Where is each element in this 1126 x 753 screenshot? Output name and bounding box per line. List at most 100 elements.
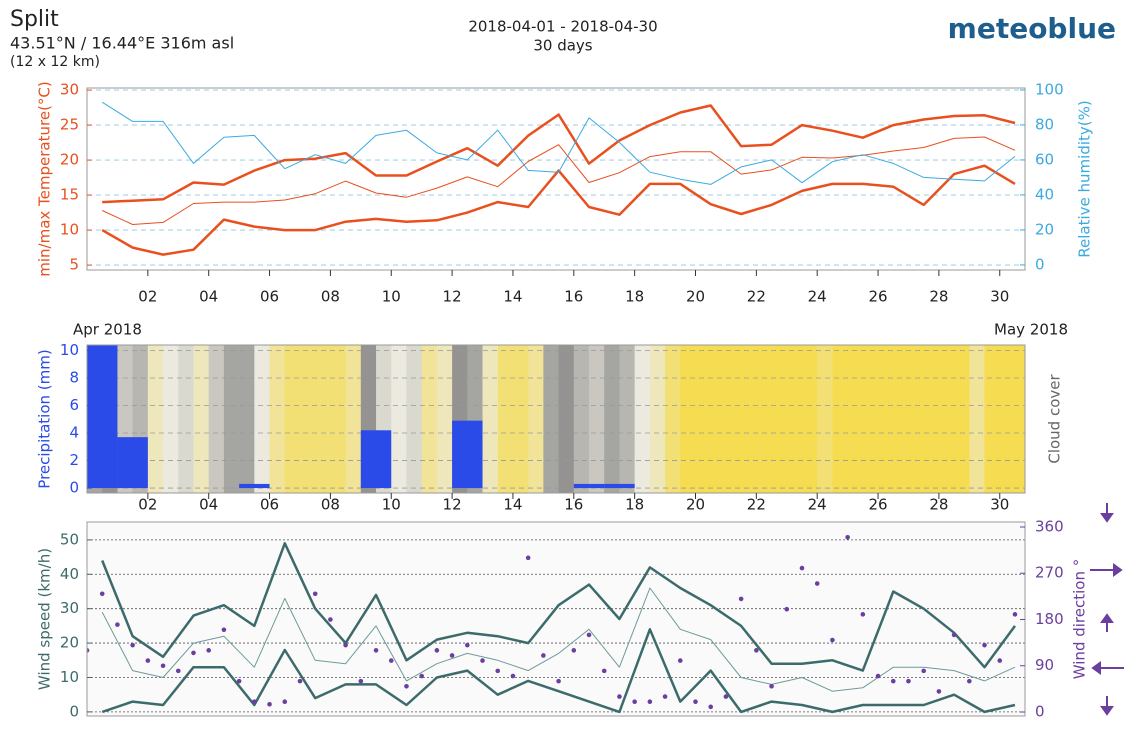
wind-direction-dot xyxy=(890,678,896,684)
wind-direction-dot xyxy=(936,689,942,694)
x-tick-label: 24 xyxy=(808,288,827,306)
y2-tick-label: 360 xyxy=(1035,517,1064,535)
cloud-cover xyxy=(817,345,833,493)
wind-direction-dot xyxy=(845,534,850,540)
wind-direction-dot xyxy=(525,555,531,561)
cloud-cover xyxy=(862,345,879,493)
cloud-cover xyxy=(223,345,240,493)
y-tick-label: 20 xyxy=(60,634,79,652)
cloud-cover xyxy=(299,345,316,493)
x-tick-label: 26 xyxy=(869,288,888,306)
cloud-cover xyxy=(436,345,453,493)
plot-area xyxy=(87,88,1025,270)
plot-frame xyxy=(86,344,1026,494)
wind-direction-dot xyxy=(784,606,790,612)
cloud-cover xyxy=(497,345,514,493)
cloud-cover xyxy=(893,345,909,493)
cloud-cover xyxy=(178,345,194,493)
wind-direction-dot xyxy=(282,699,288,705)
y-tick-label: 40 xyxy=(60,565,79,583)
y-tick-label: 5 xyxy=(69,256,79,274)
wind-direction-dot xyxy=(967,678,972,684)
wind-direction-dot xyxy=(175,668,181,674)
y-tick-label: 20 xyxy=(60,151,79,169)
wind-direction-dot xyxy=(814,581,820,586)
y2-axis-label: Cloud cover xyxy=(1046,374,1064,464)
wind-direction-dot xyxy=(860,612,866,617)
x-tick-label: 30 xyxy=(990,496,1009,514)
cloud-cover xyxy=(239,345,255,493)
cloud-cover xyxy=(665,345,681,493)
cloud-cover xyxy=(528,345,544,493)
wind-direction-dot xyxy=(982,642,987,648)
wind-direction-dot xyxy=(693,699,698,705)
y2-tick-label: 180 xyxy=(1035,610,1064,628)
precipitation-bar xyxy=(360,430,392,489)
days: 30 days xyxy=(533,37,592,55)
wind-direction-dot xyxy=(632,699,637,705)
direction-arrows xyxy=(1090,503,1124,716)
wind-direction-dot xyxy=(191,650,196,656)
series-line xyxy=(101,101,1016,185)
y-tick-label: 6 xyxy=(69,396,79,414)
wind-direction-dot xyxy=(556,678,561,684)
cloud-cover xyxy=(908,345,925,493)
x-tick-label: 06 xyxy=(260,496,279,514)
series-line xyxy=(101,628,1016,714)
y2-tick-label: 100 xyxy=(1035,80,1064,98)
wind-direction-dot xyxy=(480,658,485,663)
precipitation-bar xyxy=(573,483,605,489)
cloud-cover xyxy=(771,345,788,493)
wind-direction-dot xyxy=(236,678,242,684)
series-line xyxy=(101,587,1016,692)
cloud-cover xyxy=(847,345,864,493)
wind-direction-dot xyxy=(404,683,409,689)
precipitation-bar xyxy=(604,483,635,489)
y-axis-label: Precipitation (mm) xyxy=(36,349,54,488)
cloud-cover xyxy=(969,345,986,493)
cloud-cover xyxy=(878,345,894,493)
y2-tick-label: 0 xyxy=(1035,255,1045,273)
cloud-cover xyxy=(938,345,955,493)
x-tick-label: 20 xyxy=(686,496,705,514)
wind-direction-dot xyxy=(662,694,668,699)
wind-direction-dot xyxy=(358,678,364,684)
cloud-cover xyxy=(543,345,560,493)
precipitation-bar xyxy=(452,420,483,489)
wind-direction-dot xyxy=(221,627,227,633)
precipitation-bar xyxy=(239,483,270,489)
cloud-cover xyxy=(193,345,210,493)
cloud-cover xyxy=(680,345,696,493)
x-tick-label: 28 xyxy=(929,496,948,514)
y2-tick-label: 80 xyxy=(1035,115,1054,133)
y-tick-label: 10 xyxy=(60,341,79,359)
cloud-cover xyxy=(604,345,620,493)
wind-direction-dot xyxy=(951,632,957,638)
cloud-cover xyxy=(406,345,423,493)
precipitation-bar xyxy=(117,437,148,489)
wind-direction-dot xyxy=(677,658,683,663)
cloud-cover xyxy=(482,345,499,493)
plot-frame xyxy=(86,87,1026,271)
cloud-cover xyxy=(649,345,666,493)
y-axis-label: min/max Temperature(°C) xyxy=(36,81,54,276)
series-line xyxy=(101,164,1016,256)
plot xyxy=(87,89,1025,266)
y-tick-label: 10 xyxy=(60,221,79,239)
cloud-cover xyxy=(801,345,818,493)
y2-tick-label: 0 xyxy=(1035,702,1045,720)
wind-direction-dot xyxy=(160,663,166,669)
month-end: May 2018 xyxy=(994,321,1068,339)
cloud-cover xyxy=(208,345,225,493)
x-tick-label: 22 xyxy=(747,288,766,306)
y-tick-label: 0 xyxy=(69,479,79,497)
y2-tick-label: 40 xyxy=(1035,185,1054,203)
wind-direction-dot xyxy=(419,673,424,679)
wind-direction-dot xyxy=(388,658,394,663)
wind-direction-dot xyxy=(465,642,470,648)
x-tick-label: 04 xyxy=(199,496,218,514)
x-tick-label: 08 xyxy=(321,496,340,514)
x-tick-label: 12 xyxy=(443,496,462,514)
y-tick-label: 2 xyxy=(69,451,79,469)
